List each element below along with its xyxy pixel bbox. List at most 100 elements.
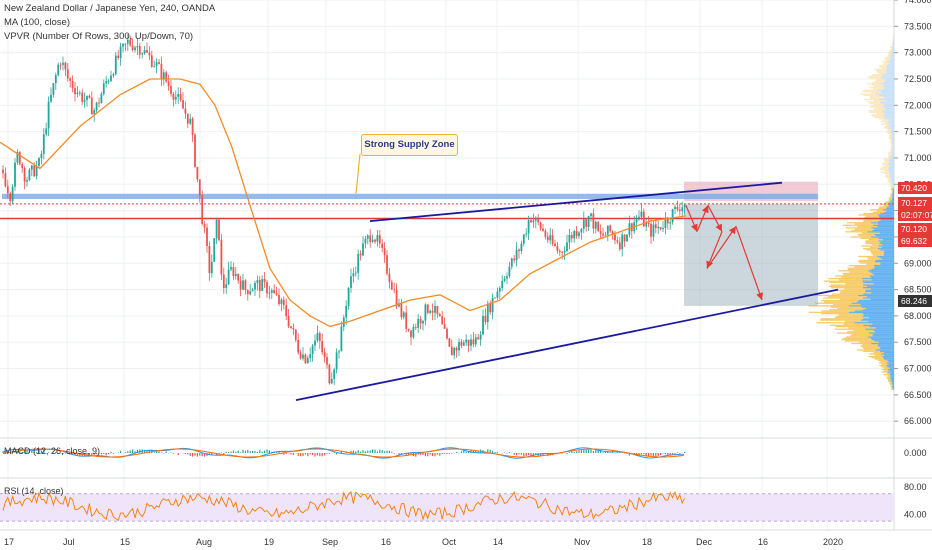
vpvr-row-down bbox=[877, 344, 894, 346]
vpvr-row-down bbox=[884, 115, 894, 117]
vpvr-row-down bbox=[890, 128, 894, 130]
candle-body bbox=[311, 345, 314, 355]
vpvr-row-down bbox=[883, 209, 894, 211]
vpvr-row-down bbox=[883, 357, 894, 359]
candle-body bbox=[674, 206, 676, 210]
candle-body bbox=[474, 337, 477, 345]
candle-body bbox=[453, 347, 456, 356]
vpvr-row-up bbox=[876, 112, 886, 115]
vpvr-row-down bbox=[886, 66, 894, 68]
candle-body bbox=[530, 220, 532, 223]
vpvr-row-up bbox=[871, 357, 884, 359]
vpvr-row-down bbox=[879, 215, 894, 217]
vpvr-row-up bbox=[890, 144, 893, 146]
vpvr-row-up bbox=[808, 305, 849, 307]
candle-body bbox=[119, 46, 122, 58]
vpvr-row-up bbox=[884, 125, 890, 128]
vpvr-row-down bbox=[892, 196, 894, 198]
vpvr-row-down bbox=[892, 183, 894, 185]
time-tick-label: 16 bbox=[758, 537, 768, 547]
candle-body bbox=[568, 234, 571, 243]
vpvr-row-up bbox=[873, 100, 886, 102]
candle-body bbox=[242, 280, 244, 290]
vpvr-row-down bbox=[877, 225, 894, 228]
price-tick-label: 67.500 bbox=[904, 337, 932, 347]
candle-body bbox=[172, 94, 175, 100]
candle-body bbox=[345, 305, 348, 318]
supply-zone-callout: Strong Supply Zone bbox=[361, 134, 458, 156]
vpvr-row-down bbox=[869, 332, 894, 334]
candle-body bbox=[328, 364, 331, 384]
projection-arrow bbox=[706, 226, 737, 269]
vpvr-row-down bbox=[890, 379, 894, 381]
candle-body bbox=[609, 225, 612, 232]
vpvr-row-up bbox=[892, 40, 894, 42]
candle-body bbox=[268, 292, 271, 294]
vpvr-row-up bbox=[883, 63, 889, 65]
candle-body bbox=[443, 324, 446, 329]
vpvr-row-up bbox=[887, 180, 892, 182]
vpvr-row-down bbox=[884, 87, 894, 89]
candle-body bbox=[179, 93, 182, 101]
candle-body bbox=[150, 55, 153, 67]
vpvr-row-up bbox=[885, 164, 890, 167]
candle-body bbox=[256, 279, 259, 283]
candle-body bbox=[484, 315, 487, 323]
vpvr-row-up bbox=[891, 387, 893, 389]
price-tag-bg bbox=[898, 295, 932, 307]
vpvr-row-up bbox=[857, 233, 875, 236]
vpvr-row-up bbox=[881, 203, 889, 206]
vpvr-row-up bbox=[888, 155, 892, 158]
vpvr-row-down bbox=[848, 311, 894, 313]
vpvr-row-down bbox=[892, 48, 894, 50]
vpvr-row-up bbox=[887, 179, 891, 181]
candle-body bbox=[66, 69, 69, 79]
vpvr-row-up bbox=[870, 250, 885, 252]
vpvr-row-down bbox=[891, 177, 894, 180]
vpvr-row-up bbox=[883, 205, 889, 207]
vpvr-row-up bbox=[835, 325, 870, 328]
vpvr-row-down bbox=[888, 167, 894, 169]
candle-body bbox=[513, 258, 516, 261]
vpvr-row-up bbox=[869, 87, 885, 89]
vpvr-row-down bbox=[874, 233, 894, 236]
candle-body bbox=[362, 243, 364, 256]
vpvr-row-up bbox=[892, 38, 894, 41]
vpvr-row-up bbox=[888, 197, 892, 199]
candle-body bbox=[162, 72, 165, 80]
vpvr-row-up bbox=[821, 310, 855, 312]
vpvr-row-up bbox=[877, 359, 888, 362]
vpvr-row-down bbox=[890, 58, 894, 60]
candle-body bbox=[383, 247, 386, 256]
candle-body bbox=[364, 238, 367, 244]
vpvr-row-down bbox=[873, 283, 894, 285]
vpvr-row-up bbox=[846, 336, 868, 338]
candle-body bbox=[330, 379, 333, 384]
vpvr-row-up bbox=[857, 225, 878, 228]
time-tick-label: 16 bbox=[381, 537, 391, 547]
vpvr-row-down bbox=[873, 264, 894, 267]
vpvr-row-up bbox=[886, 174, 891, 176]
candle-body bbox=[455, 347, 458, 351]
vpvr-row-down bbox=[889, 370, 894, 372]
vpvr-row-up bbox=[880, 171, 889, 173]
vpvr-row-up bbox=[888, 177, 892, 180]
candle-body bbox=[350, 276, 352, 288]
candle-body bbox=[261, 279, 264, 291]
candle-body bbox=[146, 49, 148, 53]
vpvr-row-down bbox=[890, 174, 894, 176]
candle-body bbox=[645, 222, 648, 227]
moving-average-line bbox=[0, 78, 687, 328]
vpvr-row-up bbox=[887, 54, 892, 56]
rsi-line bbox=[2, 490, 685, 522]
candle-body bbox=[621, 234, 624, 250]
vpvr-row-up bbox=[885, 57, 890, 59]
vpvr-row-down bbox=[893, 36, 894, 38]
vpvr-row-down bbox=[880, 102, 894, 104]
candle-body bbox=[30, 165, 33, 170]
candle-body bbox=[400, 303, 403, 318]
candle-body bbox=[326, 357, 328, 365]
candle-body bbox=[486, 303, 489, 323]
vpvr-row-down bbox=[883, 105, 894, 107]
